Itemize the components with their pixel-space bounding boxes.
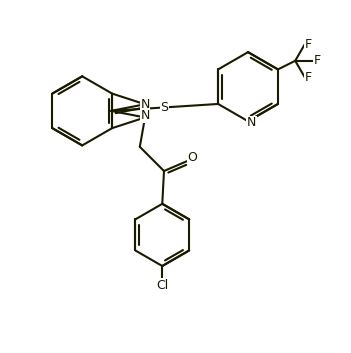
Text: F: F [314, 54, 321, 67]
Text: O: O [187, 151, 197, 164]
Text: N: N [247, 116, 256, 130]
Text: F: F [305, 71, 312, 84]
Text: N: N [140, 98, 150, 111]
Text: S: S [161, 101, 168, 114]
Text: N: N [140, 109, 150, 122]
Text: F: F [305, 38, 312, 51]
Text: Cl: Cl [156, 279, 168, 292]
